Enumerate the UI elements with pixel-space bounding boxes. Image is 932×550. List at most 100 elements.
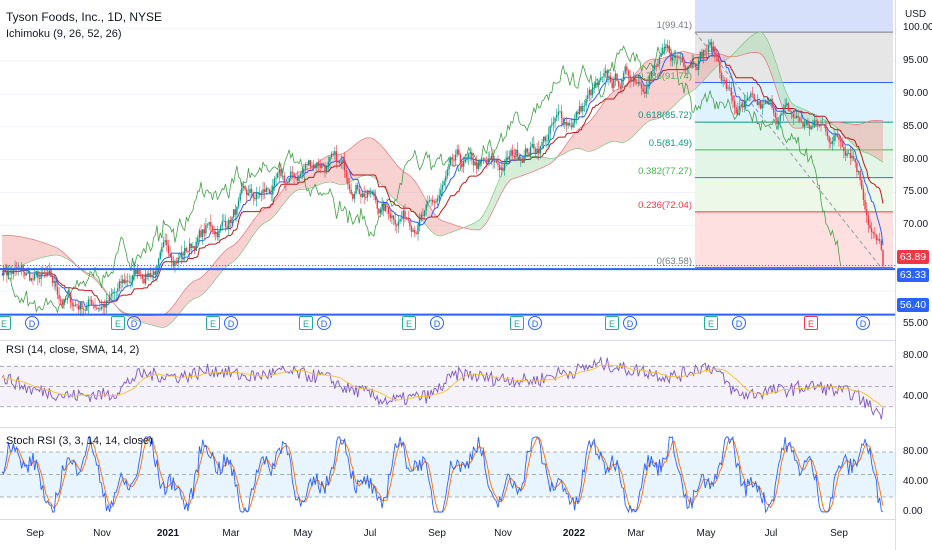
candle bbox=[797, 109, 799, 122]
candle bbox=[823, 124, 825, 129]
candle bbox=[348, 177, 351, 194]
candle bbox=[875, 233, 878, 245]
fibonacci-retracement[interactable] bbox=[694, 0, 893, 269]
candle bbox=[368, 189, 370, 196]
candle bbox=[611, 77, 613, 92]
candle bbox=[503, 159, 506, 176]
candle bbox=[880, 239, 883, 252]
candle bbox=[117, 282, 119, 297]
candle bbox=[463, 156, 465, 173]
candle bbox=[120, 274, 122, 291]
cloud-segment bbox=[360, 137, 368, 177]
pane-separator[interactable] bbox=[0, 427, 895, 428]
candle bbox=[498, 163, 501, 178]
candlesticks bbox=[2, 38, 884, 317]
symbol-title[interactable]: Tyson Foods, Inc., 1D, NYSE bbox=[6, 10, 163, 24]
cloud-segment bbox=[60, 250, 68, 259]
candle bbox=[206, 222, 209, 229]
candle bbox=[244, 184, 246, 192]
currency-label: USD bbox=[905, 9, 927, 20]
rsi-legend[interactable]: RSI (14, close, SMA, 14, 2) bbox=[6, 344, 140, 356]
cloud-segment bbox=[524, 156, 531, 176]
time-tick-label: May bbox=[696, 528, 716, 539]
candle bbox=[771, 95, 773, 110]
time-tick-label: Jul bbox=[363, 528, 377, 539]
candle bbox=[828, 135, 830, 149]
candle bbox=[644, 85, 646, 98]
candle bbox=[613, 76, 615, 92]
cloud-segment bbox=[439, 219, 446, 236]
kijun-sen bbox=[1, 55, 884, 303]
candle bbox=[306, 162, 308, 171]
candle bbox=[216, 226, 219, 241]
candle bbox=[29, 268, 31, 282]
candle bbox=[604, 64, 607, 79]
candle bbox=[79, 301, 82, 317]
candle bbox=[301, 168, 303, 180]
candle bbox=[712, 40, 715, 53]
candle bbox=[458, 144, 460, 156]
candle bbox=[112, 289, 114, 301]
candle bbox=[58, 287, 60, 305]
candle bbox=[662, 43, 664, 56]
candle bbox=[148, 268, 150, 281]
price-pane[interactable] bbox=[0, 0, 895, 340]
candle bbox=[449, 155, 452, 167]
candle bbox=[312, 160, 315, 172]
candle bbox=[614, 69, 617, 87]
candle bbox=[11, 265, 13, 281]
candle bbox=[629, 69, 631, 89]
candle bbox=[311, 161, 313, 170]
candle bbox=[790, 110, 793, 120]
candle bbox=[100, 299, 103, 311]
candle bbox=[632, 71, 635, 87]
candle bbox=[631, 77, 633, 83]
cloud-segment bbox=[615, 87, 622, 143]
stoch-rsi-legend[interactable]: Stoch RSI (3, 3, 14, 14, close) bbox=[6, 435, 153, 447]
candle bbox=[228, 217, 230, 236]
time-tick-label: Sep bbox=[830, 528, 848, 539]
candle bbox=[211, 224, 214, 234]
rsi-pane[interactable] bbox=[0, 341, 895, 427]
candle bbox=[441, 180, 444, 197]
candle bbox=[467, 152, 470, 165]
candle bbox=[668, 40, 670, 57]
candle bbox=[53, 275, 55, 290]
cloud-segment bbox=[869, 120, 877, 159]
candle bbox=[365, 189, 367, 201]
candle bbox=[358, 183, 360, 195]
candle bbox=[575, 110, 577, 125]
cloud-segment bbox=[41, 241, 48, 258]
cloud-segment bbox=[511, 158, 518, 180]
price-tick-label: 100.00 bbox=[903, 22, 932, 34]
ichimoku-legend[interactable]: Ichimoku (9, 26, 52, 26) bbox=[6, 28, 122, 40]
candle bbox=[508, 150, 511, 164]
candle bbox=[645, 79, 648, 98]
time-tick-label: May bbox=[293, 528, 313, 539]
candle bbox=[335, 144, 338, 169]
stoch-rsi-pane[interactable] bbox=[0, 428, 895, 518]
candle bbox=[82, 305, 85, 315]
candle bbox=[9, 266, 11, 276]
candle bbox=[420, 211, 422, 222]
cloud-segment bbox=[595, 104, 603, 150]
cloud-segment bbox=[602, 96, 609, 146]
candle bbox=[401, 210, 403, 222]
candle bbox=[110, 288, 113, 301]
candle bbox=[87, 296, 90, 314]
pane-separator[interactable] bbox=[0, 340, 895, 341]
fib-label: 0.786(91.74) bbox=[638, 70, 692, 82]
candle bbox=[195, 237, 197, 252]
cloud-segment bbox=[354, 140, 361, 180]
candle bbox=[42, 266, 44, 276]
candle bbox=[353, 191, 356, 203]
candle bbox=[451, 153, 453, 167]
candle bbox=[383, 201, 385, 217]
candle bbox=[290, 166, 292, 181]
candle bbox=[37, 270, 39, 286]
time-tick-label: Mar bbox=[222, 528, 240, 539]
candle bbox=[715, 48, 718, 62]
candle bbox=[417, 221, 419, 241]
candle bbox=[397, 215, 400, 233]
